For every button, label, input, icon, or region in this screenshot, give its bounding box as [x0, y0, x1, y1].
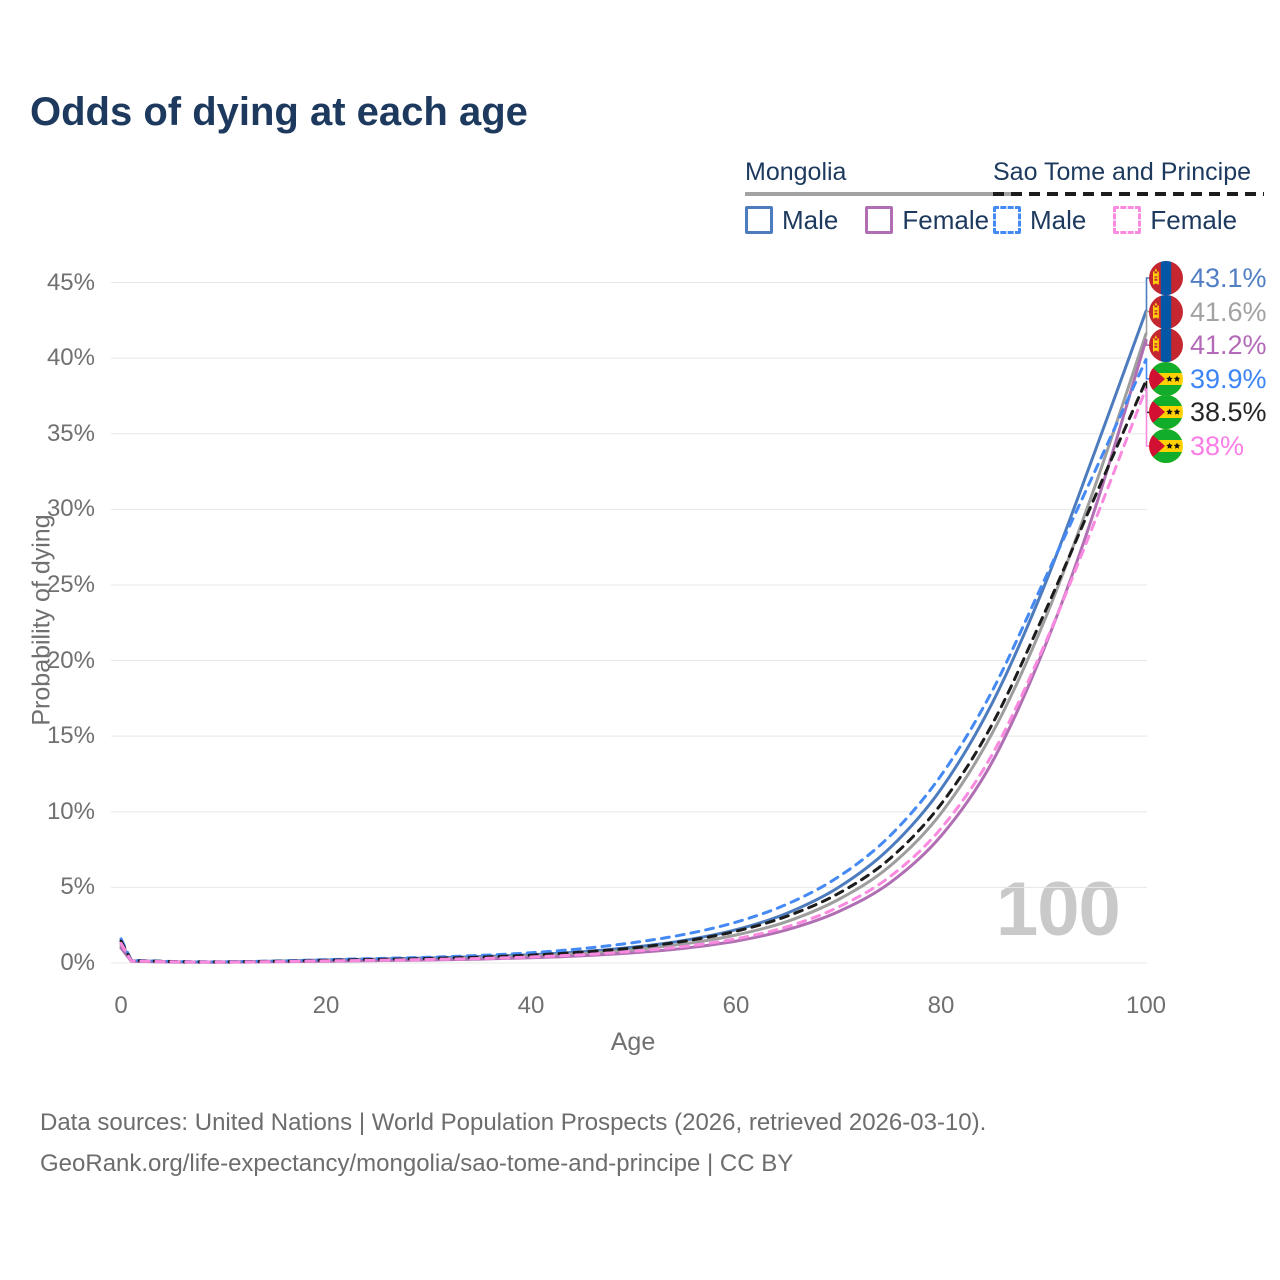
end-label-value: 38.5%: [1190, 397, 1267, 428]
legend-label-sao-tome-female: Female: [1150, 205, 1238, 235]
end-label-connector: [1145, 359, 1150, 380]
mongolia-flag-icon: [1149, 328, 1183, 363]
y-axis-title: Probability of dying: [27, 514, 56, 726]
mongolia-flag-icon: [1149, 261, 1183, 295]
legend-group-sao-tome: Sao Tome and Principe Male Female: [993, 158, 1265, 234]
legend-item-mongolia-male[interactable]: Male: [745, 206, 838, 234]
checkbox-mongolia-female[interactable]: [865, 206, 894, 234]
footer-attribution-line: GeoRank.org/life-expectancy/mongolia/sao…: [40, 1150, 794, 1177]
x-tick-40: 40: [517, 992, 545, 1019]
sao-tome-flag-icon: [1149, 395, 1183, 430]
checkbox-sao-tome-female[interactable]: [1113, 206, 1142, 234]
sao-tome-flag-icon: [1149, 429, 1183, 463]
legend-label-sao-tome-male: Male: [1030, 205, 1087, 235]
legend-label-mongolia-male: Male: [782, 205, 839, 235]
footer: Data sources: United Nations | World Pop…: [40, 1102, 986, 1184]
x-axis-title: Age: [610, 1028, 656, 1056]
legend-heading-sao-tome: Sao Tome and Principe: [993, 158, 1252, 186]
checkbox-sao-tome-male[interactable]: [993, 206, 1021, 234]
x-tick-0: 0: [114, 992, 128, 1019]
legend-group-mongolia: Mongolia Male Female: [745, 158, 1017, 234]
end-label-value: 43.1%: [1190, 263, 1267, 293]
end-label-value: 38%: [1190, 431, 1245, 461]
y-tick-40%: 40%: [46, 344, 95, 372]
end-label-value: 41.2%: [1190, 330, 1267, 361]
y-tick-20%: 20%: [46, 646, 95, 674]
end-label-connector: [1145, 340, 1150, 346]
y-tick-5%: 5%: [60, 873, 95, 901]
series-line-mongolia-all: [119, 332, 1148, 964]
x-tick-80: 80: [927, 992, 955, 1019]
page-title: Odds of dying at each age: [30, 90, 528, 134]
end-label-value: 39.9%: [1190, 363, 1267, 394]
series-line-sao-tome-and-principe-female: [119, 386, 1148, 964]
end-label-connector: [1145, 388, 1150, 447]
series-line-mongolia-male: [119, 309, 1148, 964]
y-tick-0%: 0%: [60, 949, 95, 976]
mongolia-solid-line-sample: [745, 192, 1017, 196]
end-label-value: 41.6%: [1190, 296, 1267, 327]
footer-sources-line: Data sources: United Nations | World Pop…: [40, 1109, 987, 1136]
y-tick-25%: 25%: [46, 570, 95, 598]
series-line-sao-tome-and-principe-all: [119, 379, 1148, 964]
x-tick-100: 100: [1125, 992, 1167, 1019]
y-tick-45%: 45%: [46, 268, 95, 296]
y-tick-30%: 30%: [46, 495, 95, 523]
x-tick-60: 60: [722, 992, 750, 1019]
legend-item-mongolia-female[interactable]: Female: [865, 206, 989, 234]
checkbox-mongolia-male[interactable]: [745, 206, 773, 234]
legend-item-sao-tome-female[interactable]: Female: [1113, 206, 1237, 234]
end-label-connector: [1145, 310, 1150, 334]
end-label-connector: [1145, 277, 1150, 312]
y-tick-35%: 35%: [46, 419, 95, 447]
sao-tome-flag-icon: [1149, 361, 1183, 396]
legend-heading-mongolia: Mongolia: [745, 158, 847, 186]
y-tick-10%: 10%: [46, 797, 95, 825]
sao-tome-dashed-line-sample: [993, 192, 1265, 196]
legend-label-mongolia-female: Female: [902, 205, 990, 235]
legend-item-sao-tome-male[interactable]: Male: [993, 206, 1086, 234]
y-tick-15%: 15%: [46, 722, 95, 750]
x-tick-20: 20: [312, 992, 340, 1019]
mongolia-flag-icon: [1149, 294, 1183, 329]
age-watermark: 100: [996, 867, 1121, 952]
